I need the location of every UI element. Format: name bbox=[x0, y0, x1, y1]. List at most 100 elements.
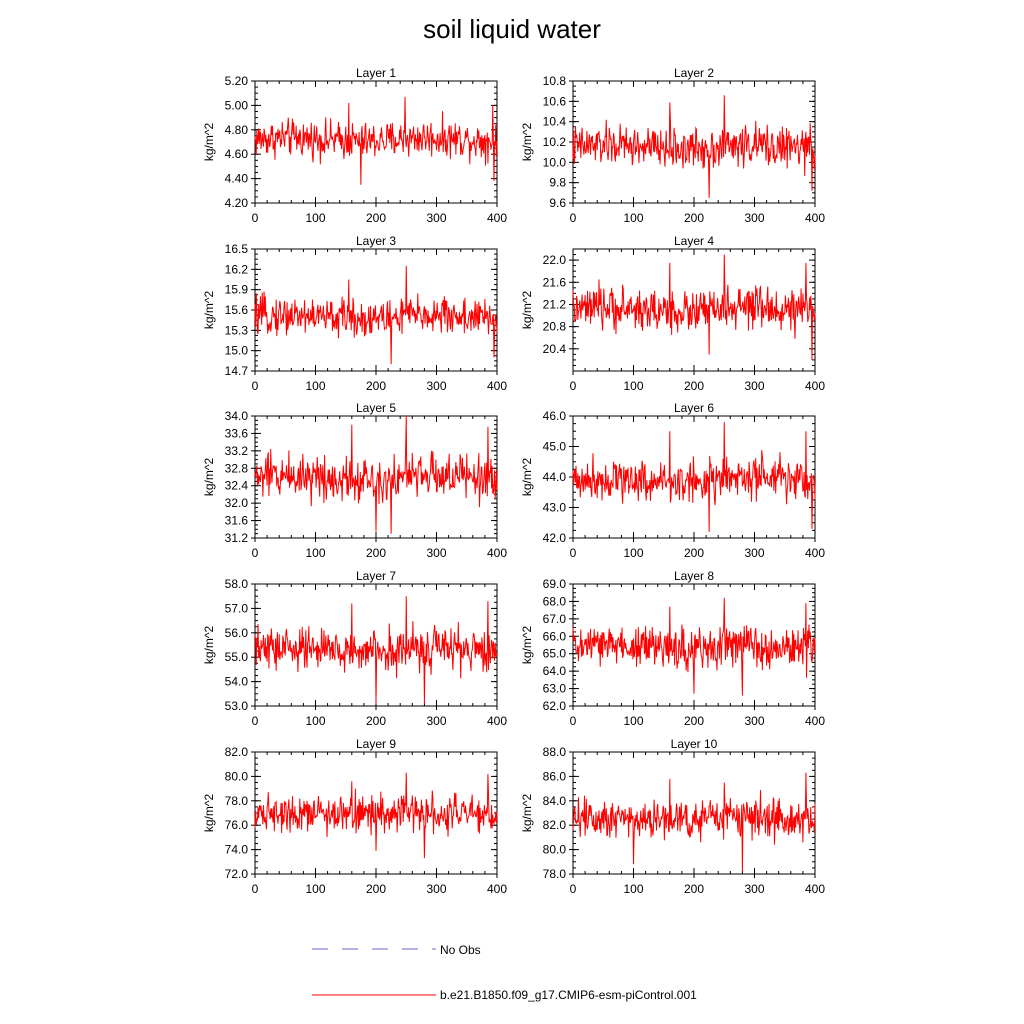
y-tick-label: 86.0 bbox=[543, 769, 567, 783]
y-tick-label: 21.6 bbox=[543, 275, 567, 289]
x-tick-label: 200 bbox=[684, 546, 704, 560]
y-tick-label: 46.0 bbox=[543, 409, 567, 423]
x-tick-label: 100 bbox=[623, 379, 643, 393]
y-axis-label: kg/m^2 bbox=[520, 458, 534, 497]
y-tick-label: 33.2 bbox=[225, 444, 249, 458]
y-axis-label: kg/m^2 bbox=[202, 291, 216, 330]
y-tick-label: 9.8 bbox=[549, 176, 566, 190]
y-tick-label: 80.0 bbox=[225, 769, 249, 783]
panel-title: Layer 3 bbox=[356, 234, 396, 248]
y-tick-label: 76.0 bbox=[225, 818, 249, 832]
y-tick-label: 44.0 bbox=[543, 470, 567, 484]
x-tick-label: 400 bbox=[487, 714, 507, 728]
y-tick-label: 67.0 bbox=[543, 612, 567, 626]
x-tick-label: 300 bbox=[426, 379, 446, 393]
x-tick-label: 400 bbox=[805, 714, 825, 728]
y-tick-label: 55.0 bbox=[225, 650, 249, 664]
x-tick-label: 200 bbox=[366, 882, 386, 896]
x-tick-label: 300 bbox=[426, 546, 446, 560]
x-tick-label: 300 bbox=[426, 211, 446, 225]
y-tick-label: 42.0 bbox=[543, 531, 567, 545]
y-tick-label: 20.8 bbox=[543, 320, 567, 334]
y-tick-label: 31.6 bbox=[225, 514, 249, 528]
y-tick-label: 74.0 bbox=[225, 843, 249, 857]
y-tick-label: 33.6 bbox=[225, 426, 249, 440]
panel-title: Layer 4 bbox=[674, 234, 714, 248]
y-tick-label: 65.0 bbox=[543, 647, 567, 661]
x-tick-label: 400 bbox=[805, 882, 825, 896]
x-tick-label: 300 bbox=[744, 714, 764, 728]
y-tick-label: 78.0 bbox=[543, 867, 567, 881]
y-tick-label: 5.20 bbox=[225, 74, 249, 88]
x-tick-label: 400 bbox=[805, 546, 825, 560]
y-tick-label: 14.7 bbox=[225, 364, 249, 378]
series-line bbox=[572, 422, 816, 532]
x-tick-label: 0 bbox=[252, 211, 259, 225]
series-line bbox=[254, 96, 498, 185]
y-tick-label: 63.0 bbox=[543, 682, 567, 696]
panel-title: Layer 9 bbox=[356, 737, 396, 751]
x-tick-label: 0 bbox=[570, 211, 577, 225]
x-tick-label: 100 bbox=[305, 882, 325, 896]
y-tick-label: 5.00 bbox=[225, 98, 249, 112]
y-tick-label: 32.4 bbox=[225, 479, 249, 493]
x-tick-label: 400 bbox=[487, 882, 507, 896]
x-tick-label: 100 bbox=[623, 546, 643, 560]
chart-panel: Layer 1 kg/m^2 0 100 200 300 400 4.20 4.40 4.60 4.… bbox=[202, 66, 507, 225]
series-line bbox=[254, 772, 498, 859]
x-tick-label: 300 bbox=[744, 379, 764, 393]
chart-panel: Layer 6 kg/m^2 0 100 200 300 400 42.0 43.0 44.0 45… bbox=[520, 401, 825, 560]
y-tick-label: 20.4 bbox=[543, 342, 567, 356]
chart-panel: Layer 9 kg/m^2 0 100 200 300 400 72.0 74.0 76.0 78… bbox=[202, 737, 507, 896]
y-tick-label: 66.0 bbox=[543, 629, 567, 643]
legend: No Obs b.e21.B1850.f09_g17.CMIP6-esm-piC… bbox=[312, 943, 697, 1002]
panel-title: Layer 6 bbox=[674, 401, 714, 415]
x-tick-label: 200 bbox=[684, 379, 704, 393]
legend-obs-label: No Obs bbox=[440, 943, 481, 957]
series-line bbox=[572, 772, 816, 872]
x-tick-label: 300 bbox=[744, 882, 764, 896]
x-tick-label: 400 bbox=[487, 379, 507, 393]
series-line bbox=[254, 415, 498, 534]
y-tick-label: 43.0 bbox=[543, 501, 567, 515]
y-axis-label: kg/m^2 bbox=[520, 626, 534, 665]
x-tick-label: 0 bbox=[570, 546, 577, 560]
y-tick-label: 32.8 bbox=[225, 461, 249, 475]
chart-panel: Layer 2 kg/m^2 0 100 200 300 400 9.6 9.8 10.0 10.2… bbox=[520, 66, 825, 225]
y-tick-label: 21.2 bbox=[543, 297, 567, 311]
series-line bbox=[254, 596, 498, 704]
x-tick-label: 100 bbox=[305, 379, 325, 393]
y-tick-label: 4.60 bbox=[225, 147, 249, 161]
y-tick-label: 54.0 bbox=[225, 675, 249, 689]
y-tick-label: 10.8 bbox=[543, 74, 567, 88]
y-tick-label: 15.3 bbox=[225, 323, 249, 337]
y-axis-label: kg/m^2 bbox=[520, 291, 534, 330]
x-tick-label: 0 bbox=[252, 379, 259, 393]
x-tick-label: 200 bbox=[684, 211, 704, 225]
y-tick-label: 64.0 bbox=[543, 664, 567, 678]
y-tick-label: 15.0 bbox=[225, 344, 249, 358]
chart-panel: Layer 3 kg/m^2 0 100 200 300 400 14.7 15.0 15.3 15… bbox=[202, 234, 507, 393]
y-tick-label: 53.0 bbox=[225, 699, 249, 713]
y-tick-label: 31.2 bbox=[225, 531, 249, 545]
legend-model-label: b.e21.B1850.f09_g17.CMIP6-esm-piControl.… bbox=[440, 988, 697, 1002]
y-tick-label: 16.5 bbox=[225, 242, 249, 256]
y-tick-label: 22.0 bbox=[543, 253, 567, 267]
y-tick-label: 4.80 bbox=[225, 123, 249, 137]
y-tick-label: 57.0 bbox=[225, 601, 249, 615]
y-axis-label: kg/m^2 bbox=[202, 458, 216, 497]
chart-panel: Layer 4 kg/m^2 0 100 200 300 400 20.4 20.8 21.2 21… bbox=[520, 234, 825, 393]
y-axis-label: kg/m^2 bbox=[520, 123, 534, 162]
chart-panel: Layer 8 kg/m^2 0 100 200 300 400 62.0 63.0 64.0 65… bbox=[520, 569, 825, 728]
x-tick-label: 200 bbox=[684, 714, 704, 728]
y-tick-label: 4.20 bbox=[225, 196, 249, 210]
x-tick-label: 0 bbox=[570, 882, 577, 896]
y-tick-label: 88.0 bbox=[543, 745, 567, 759]
series-line bbox=[572, 95, 816, 198]
panel-title: Layer 5 bbox=[356, 401, 396, 415]
y-tick-label: 10.4 bbox=[543, 115, 567, 129]
panel-title: Layer 8 bbox=[674, 569, 714, 583]
y-tick-label: 80.0 bbox=[543, 843, 567, 857]
x-tick-label: 300 bbox=[744, 211, 764, 225]
